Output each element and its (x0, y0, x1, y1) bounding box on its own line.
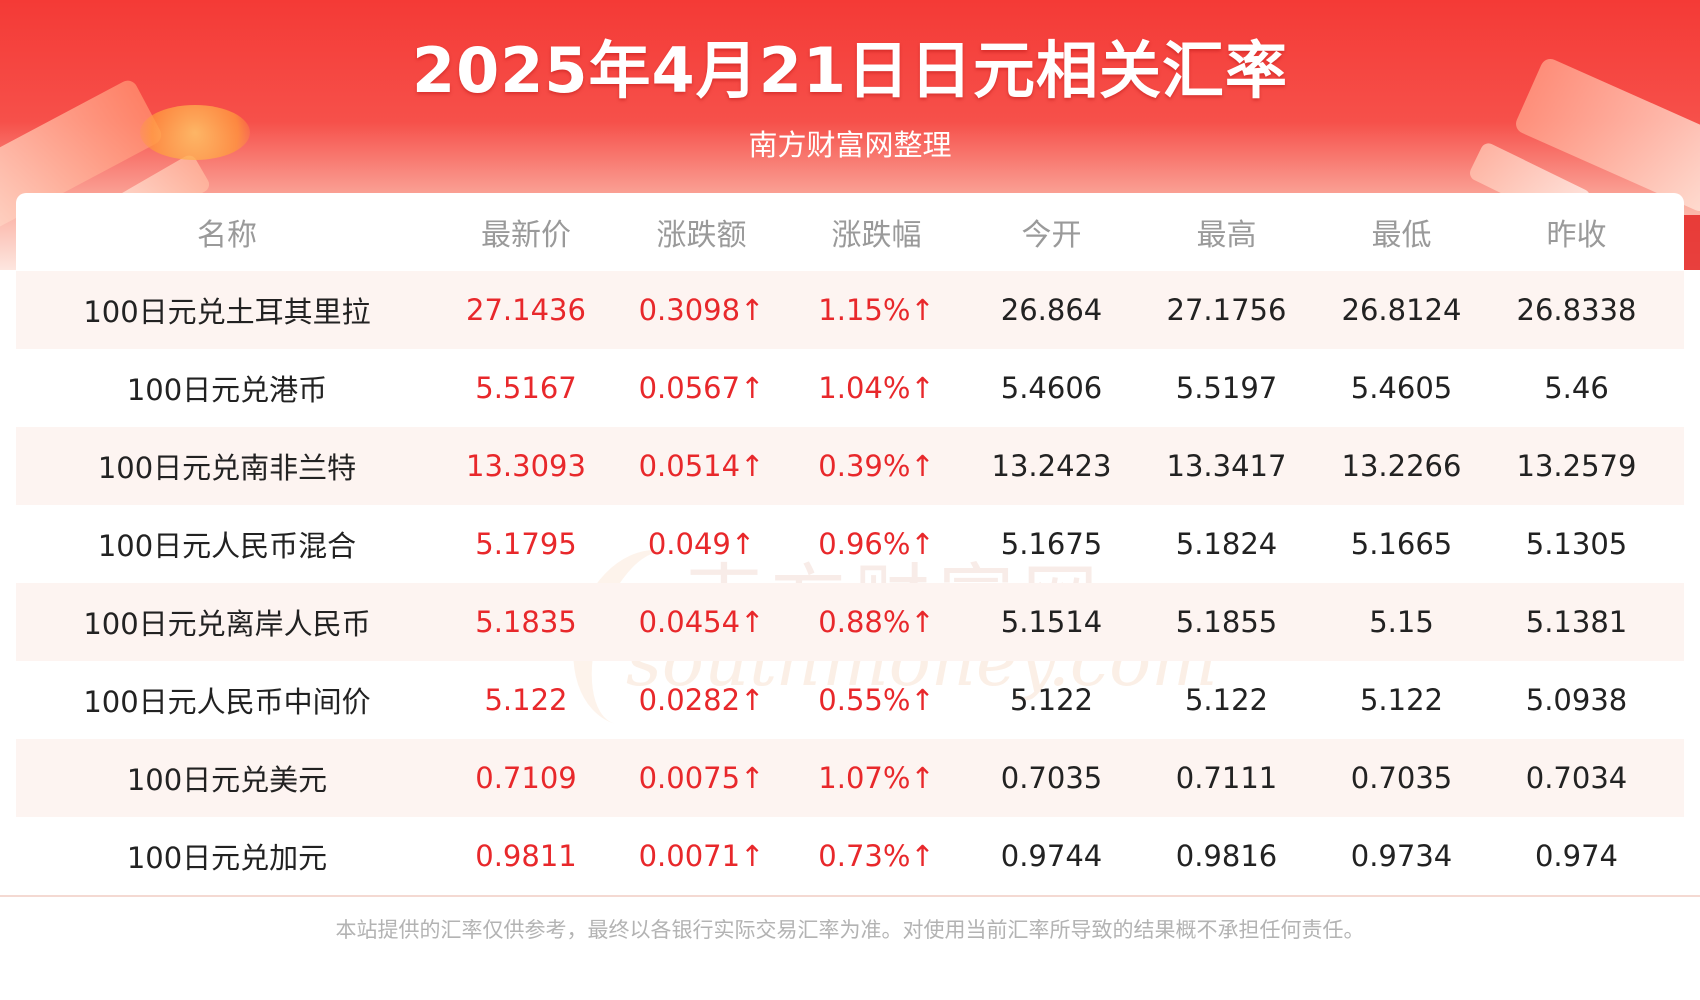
cell-latest: 0.9811 (475, 839, 577, 873)
cell-change-pct: 0.39%↑ (818, 449, 935, 483)
cell-open: 0.9744 (1000, 839, 1103, 873)
cell-name: 100日元人民币混合 (97, 529, 357, 563)
cell-prev-close: 0.974 (1534, 839, 1619, 873)
cell-high: 0.7111 (1175, 761, 1278, 795)
table-row: 100日元兑离岸人民币 5.1835 0.0454↑ 0.88%↑ 5.1514… (16, 583, 1684, 661)
cell-open: 13.2423 (991, 449, 1112, 483)
cell-change-pct: 1.04%↑ (818, 371, 935, 405)
cell-change: 0.049↑ (647, 527, 756, 561)
cell-latest: 0.7109 (475, 761, 577, 795)
disclaimer-text: 本站提供的汇率仅供参考，最终以各银行实际交易汇率为准。对使用当前汇率所导致的结果… (335, 918, 1365, 942)
cell-open: 5.122 (1009, 683, 1094, 717)
table-row: 100日元兑美元 0.7109 0.0075↑ 1.07%↑ 0.7035 0.… (16, 739, 1684, 817)
table-row: 100日元兑土耳其里拉 27.1436 0.3098↑ 1.15%↑ 26.86… (16, 271, 1684, 349)
cell-name: 100日元兑港币 (126, 373, 328, 407)
cell-high: 5.1824 (1175, 527, 1278, 561)
page-subtitle: 南方财富网整理 (748, 128, 952, 162)
cell-latest: 5.122 (484, 683, 568, 717)
cell-high: 5.5197 (1175, 371, 1278, 405)
cell-change-pct: 0.88%↑ (818, 605, 935, 639)
table-row: 100日元兑加元 0.9811 0.0071↑ 0.73%↑ 0.9744 0.… (16, 817, 1684, 895)
cell-change: 0.0514↑ (638, 449, 765, 483)
cell-name: 100日元兑美元 (126, 763, 328, 797)
cell-name: 100日元人民币中间价 (83, 685, 371, 719)
cell-high: 13.3417 (1166, 449, 1287, 483)
cell-prev-close: 5.46 (1544, 371, 1609, 405)
cell-low: 5.122 (1359, 683, 1444, 717)
cell-latest: 5.1795 (475, 527, 577, 561)
cell-prev-close: 5.1381 (1525, 605, 1628, 639)
column-header-change-pct: 涨跌幅 (831, 218, 922, 253)
cell-change: 0.3098↑ (638, 293, 765, 327)
cell-change-pct: 1.15%↑ (818, 293, 935, 327)
table-row: 100日元兑南非兰特 13.3093 0.0514↑ 0.39%↑ 13.242… (16, 427, 1684, 505)
cell-open: 5.1514 (1000, 605, 1103, 639)
cell-prev-close: 5.0938 (1525, 683, 1628, 717)
cell-high: 27.1756 (1166, 293, 1287, 327)
cell-change-pct: 0.73%↑ (818, 839, 935, 873)
cell-low: 5.1665 (1350, 527, 1453, 561)
cell-name: 100日元兑加元 (126, 841, 328, 875)
cell-high: 0.9816 (1175, 839, 1278, 873)
page-title: 2025年4月21日日元相关汇率 (412, 34, 1288, 107)
table-row: 100日元人民币混合 5.1795 0.049↑ 0.96%↑ 5.1675 5… (16, 505, 1684, 583)
cell-latest: 27.1436 (466, 293, 586, 327)
cell-prev-close: 0.7034 (1525, 761, 1628, 795)
cell-high: 5.122 (1184, 683, 1269, 717)
table-header: 名称 最新价 涨跌额 涨跌幅 今开 最高 最低 昨收 (16, 193, 1684, 271)
cell-prev-close: 13.2579 (1516, 449, 1637, 483)
cell-change-pct: 1.07%↑ (818, 761, 935, 795)
cell-change: 0.0071↑ (638, 839, 765, 873)
cell-low: 26.8124 (1341, 293, 1462, 327)
cell-name: 100日元兑南非兰特 (97, 451, 357, 485)
cell-low: 13.2266 (1341, 449, 1462, 483)
cell-name: 100日元兑离岸人民币 (83, 607, 371, 641)
cell-high: 5.1855 (1175, 605, 1278, 639)
column-header-prev-close: 昨收 (1546, 218, 1607, 253)
cell-latest: 5.5167 (475, 371, 577, 405)
cell-prev-close: 26.8338 (1516, 293, 1637, 327)
table-row: 100日元兑港币 5.5167 0.0567↑ 1.04%↑ 5.4606 5.… (16, 349, 1684, 427)
cell-latest: 5.1835 (475, 605, 577, 639)
column-header-latest: 最新价 (481, 218, 571, 253)
cell-open: 5.1675 (1000, 527, 1103, 561)
footer-divider (0, 895, 1700, 897)
table-row: 100日元人民币中间价 5.122 0.0282↑ 0.55%↑ 5.122 5… (16, 661, 1684, 739)
cell-open: 0.7035 (1000, 761, 1103, 795)
cell-name: 100日元兑土耳其里拉 (83, 295, 371, 329)
cell-prev-close: 5.1305 (1525, 527, 1628, 561)
cell-change-pct: 0.55%↑ (818, 683, 935, 717)
column-header-name: 名称 (197, 218, 257, 253)
decorative-coin-left (140, 105, 250, 160)
cell-change-pct: 0.96%↑ (818, 527, 935, 561)
cell-open: 26.864 (1000, 293, 1103, 327)
column-header-low: 最低 (1371, 218, 1432, 253)
cell-low: 0.9734 (1350, 839, 1453, 873)
cell-low: 0.7035 (1350, 761, 1453, 795)
cell-open: 5.4606 (1000, 371, 1103, 405)
cell-change: 0.0282↑ (638, 683, 765, 717)
cell-change: 0.0454↑ (638, 605, 765, 639)
column-header-open: 今开 (1021, 218, 1082, 253)
cell-low: 5.4605 (1350, 371, 1453, 405)
rates-table: 南方财富网 southmoney.com 名称 最新价 涨跌额 涨跌幅 今开 最… (16, 193, 1684, 895)
column-header-high: 最高 (1196, 218, 1257, 253)
cell-change: 0.0075↑ (638, 761, 765, 795)
cell-low: 5.15 (1369, 605, 1434, 639)
cell-change: 0.0567↑ (638, 371, 765, 405)
cell-latest: 13.3093 (466, 449, 586, 483)
column-header-change: 涨跌额 (656, 218, 747, 253)
